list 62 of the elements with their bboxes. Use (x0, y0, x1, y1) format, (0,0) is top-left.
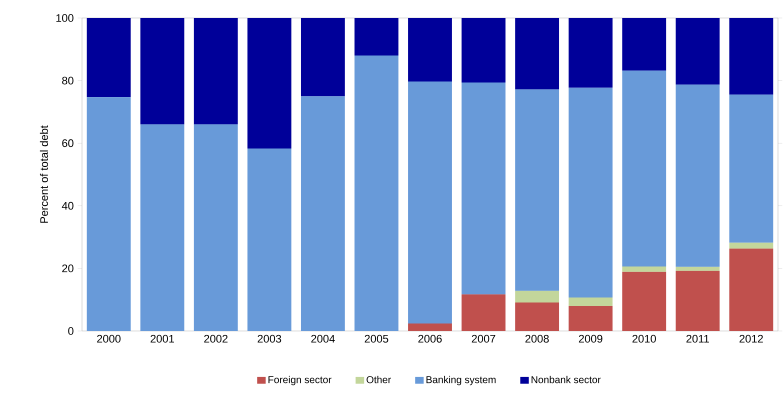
x-tick-label: 2006 (418, 334, 442, 343)
bar (729, 18, 774, 95)
y-tick-label: 100 (56, 14, 74, 22)
bar (515, 89, 560, 291)
bar (462, 294, 506, 331)
bar (408, 82, 452, 324)
bar (622, 266, 666, 272)
bar (515, 302, 560, 331)
y-tick-label: 80 (62, 76, 74, 84)
bar (462, 82, 506, 294)
bar (676, 266, 720, 271)
bar (676, 270, 720, 331)
x-tick-label: 2012 (740, 334, 763, 343)
legend-label: Nonbank sector (532, 376, 601, 384)
bar (300, 18, 345, 96)
y-tick-label: 0 (68, 327, 74, 335)
x-tick-label: 2009 (578, 334, 602, 343)
y-axis-title: Percent of total debt (40, 125, 48, 223)
x-tick-label: 2002 (204, 334, 228, 343)
x-tick-label: 2011 (686, 334, 709, 343)
bar (354, 18, 398, 56)
bar (676, 84, 720, 267)
x-tick-label: 2008 (525, 334, 549, 343)
bar (140, 124, 184, 331)
x-tick-label: 2003 (258, 334, 282, 343)
bar (622, 18, 666, 71)
x-tick-label: 2007 (472, 334, 496, 343)
bar (462, 18, 506, 82)
legend-label: Foreign sector (268, 376, 332, 386)
bar (515, 290, 560, 303)
bar (408, 323, 452, 331)
bar (194, 124, 238, 331)
bar (300, 96, 345, 331)
bar (729, 242, 774, 249)
y-tick-label: 40 (62, 202, 74, 210)
bar (729, 248, 774, 331)
x-tick-label: 2010 (632, 334, 656, 343)
legend-label: Banking system (426, 376, 496, 386)
bar (408, 18, 452, 82)
y-tick-label: 60 (62, 139, 74, 148)
x-tick-label: 2005 (364, 334, 388, 343)
bar (86, 18, 131, 98)
bar (676, 18, 720, 85)
bar (568, 298, 613, 306)
x-tick-label: 2001 (150, 334, 174, 343)
bar (354, 56, 398, 331)
bar (729, 94, 774, 243)
bar (86, 97, 131, 331)
legend-label: Other (366, 376, 391, 384)
x-tick-label: 2000 (97, 334, 121, 343)
bar (247, 18, 292, 149)
bar (622, 70, 666, 267)
bar (622, 272, 666, 331)
bar (568, 88, 613, 298)
bar (194, 18, 238, 124)
bar (515, 18, 560, 90)
x-tick-label: 2004 (311, 334, 335, 343)
bar (247, 148, 292, 331)
y-tick-label: 20 (62, 264, 74, 272)
bar (568, 306, 613, 331)
bar (568, 18, 613, 88)
bar (140, 18, 184, 124)
